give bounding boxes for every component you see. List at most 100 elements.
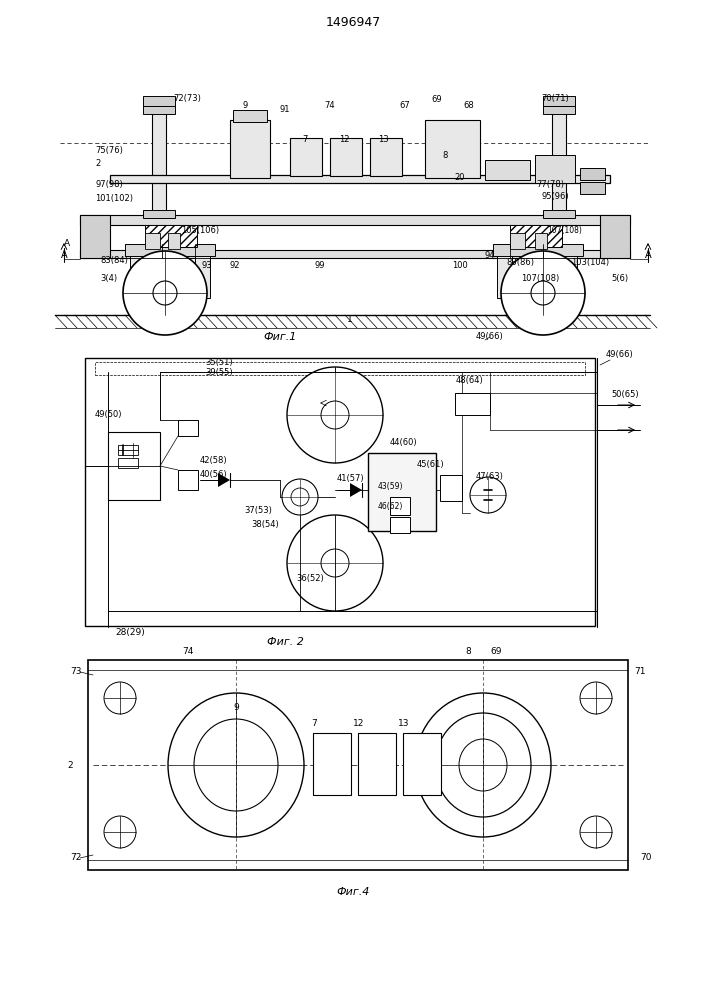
Text: 8: 8 <box>465 648 471 656</box>
Bar <box>425 120 480 178</box>
Text: 75(76): 75(76) <box>95 145 123 154</box>
Bar <box>493 244 583 256</box>
Bar <box>108 432 160 500</box>
Text: 69: 69 <box>432 96 443 104</box>
Text: 46(62): 46(62) <box>378 502 403 512</box>
Text: 71: 71 <box>634 668 645 676</box>
Bar <box>168 233 180 249</box>
Bar <box>455 393 490 415</box>
Text: 70(71): 70(71) <box>541 94 569 103</box>
Bar <box>143 210 175 218</box>
Bar <box>552 100 566 215</box>
Text: A: A <box>61 250 67 260</box>
Text: 35(51): 35(51) <box>205 358 233 366</box>
Text: Фиг.1: Фиг.1 <box>263 332 297 342</box>
Text: 49(50): 49(50) <box>94 410 122 420</box>
Bar <box>80 215 110 258</box>
Text: A: A <box>645 250 651 260</box>
Bar <box>543 210 575 218</box>
Bar <box>88 660 628 870</box>
Text: Фиг.4: Фиг.4 <box>337 887 370 897</box>
Circle shape <box>291 488 309 506</box>
Bar <box>330 138 362 176</box>
Text: 49(66): 49(66) <box>476 332 504 342</box>
Text: 72: 72 <box>70 854 82 862</box>
Bar <box>178 420 198 436</box>
Circle shape <box>123 251 207 335</box>
Text: 44(60): 44(60) <box>389 438 417 448</box>
Polygon shape <box>350 483 362 497</box>
Bar <box>178 470 198 490</box>
Bar <box>130 248 145 298</box>
Bar <box>368 453 436 531</box>
Text: 2: 2 <box>95 158 100 167</box>
Ellipse shape <box>435 713 531 817</box>
Text: 95(96): 95(96) <box>541 192 569 200</box>
Circle shape <box>104 682 136 714</box>
Ellipse shape <box>415 693 551 837</box>
Text: 99: 99 <box>315 260 325 269</box>
Text: 40(56): 40(56) <box>200 470 228 479</box>
Circle shape <box>287 367 383 463</box>
Bar <box>313 733 351 795</box>
Text: 38(54): 38(54) <box>251 520 279 528</box>
Text: 13: 13 <box>378 135 388 144</box>
Text: 43(59): 43(59) <box>378 482 403 490</box>
Text: 100: 100 <box>452 260 468 269</box>
Text: 1: 1 <box>347 316 353 324</box>
Text: 101(102): 101(102) <box>95 194 133 202</box>
Bar <box>535 233 547 249</box>
Bar <box>543 96 575 106</box>
Circle shape <box>282 479 318 515</box>
Text: 12: 12 <box>354 718 365 728</box>
Text: 93: 93 <box>201 260 212 269</box>
Bar <box>110 175 610 183</box>
Text: 83(86): 83(86) <box>506 257 534 266</box>
Bar <box>390 497 410 515</box>
Bar <box>497 248 512 298</box>
Bar <box>600 215 630 258</box>
Ellipse shape <box>459 739 507 791</box>
Text: 2: 2 <box>67 760 73 770</box>
Bar <box>80 215 630 225</box>
Text: 47(63): 47(63) <box>476 473 504 482</box>
Text: 72(73): 72(73) <box>173 94 201 103</box>
Circle shape <box>531 281 555 305</box>
Circle shape <box>580 816 612 848</box>
Bar <box>145 233 160 249</box>
Text: 20: 20 <box>455 174 465 182</box>
Circle shape <box>104 816 136 848</box>
Text: 7: 7 <box>311 718 317 728</box>
Bar <box>143 96 175 106</box>
Bar <box>562 248 577 298</box>
Text: A: A <box>64 239 70 248</box>
Text: 73: 73 <box>70 668 82 676</box>
Text: 70: 70 <box>641 854 652 862</box>
Bar <box>145 225 197 247</box>
Circle shape <box>321 401 349 429</box>
Text: 105(106): 105(106) <box>181 226 219 234</box>
Text: 68: 68 <box>464 101 474 109</box>
Bar <box>358 733 396 795</box>
Text: 37(53): 37(53) <box>244 506 272 514</box>
Text: 3(4): 3(4) <box>100 273 117 282</box>
Text: 94: 94 <box>485 250 495 259</box>
Text: 36(52): 36(52) <box>296 574 324 582</box>
Bar <box>485 160 530 180</box>
Circle shape <box>153 281 177 305</box>
Ellipse shape <box>194 719 278 811</box>
Text: 1496947: 1496947 <box>325 15 380 28</box>
Bar <box>440 475 462 501</box>
Text: 5(6): 5(6) <box>612 273 629 282</box>
Text: 77(78): 77(78) <box>536 180 564 190</box>
Text: 49(66): 49(66) <box>606 351 634 360</box>
Bar <box>510 233 525 249</box>
Bar <box>80 250 630 258</box>
Ellipse shape <box>168 693 304 837</box>
Text: 107(108): 107(108) <box>521 273 559 282</box>
Text: 50(65): 50(65) <box>611 389 639 398</box>
Bar <box>290 138 322 176</box>
Text: 42(58): 42(58) <box>200 456 228 464</box>
Text: Фиг. 2: Фиг. 2 <box>267 637 303 647</box>
Bar <box>535 155 575 183</box>
